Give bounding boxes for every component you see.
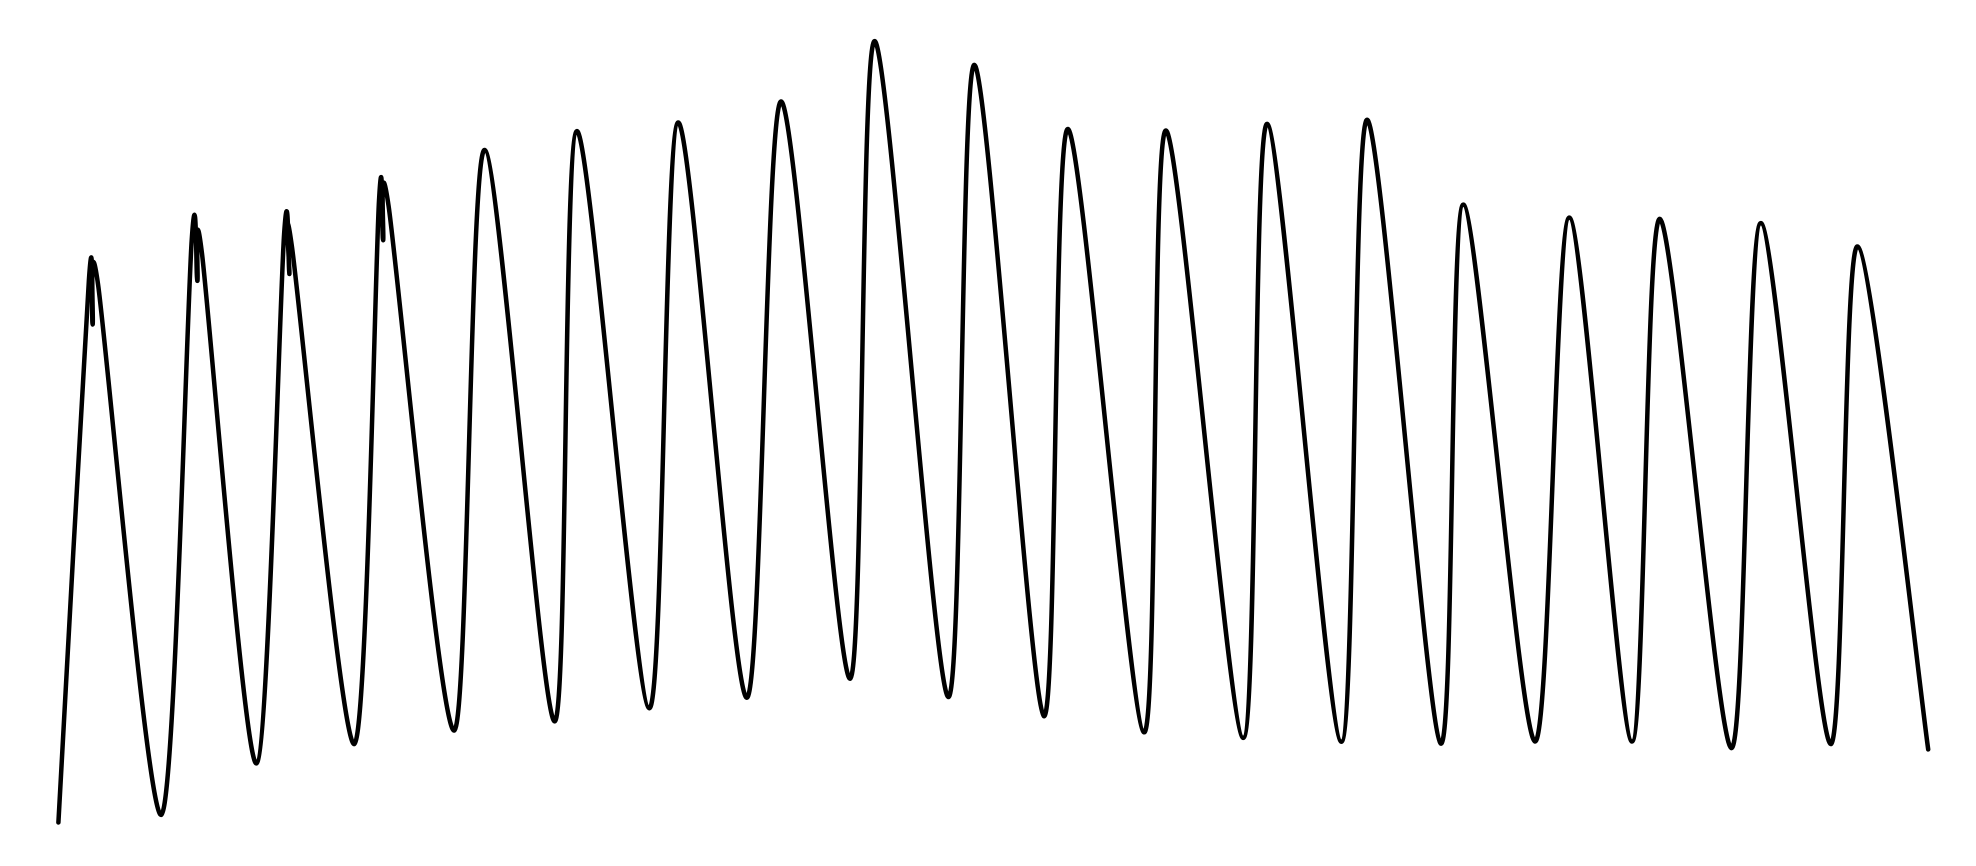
waveform-path	[58, 41, 1928, 822]
waveform-panel	[0, 0, 1976, 866]
waveform-svg	[0, 0, 1976, 866]
